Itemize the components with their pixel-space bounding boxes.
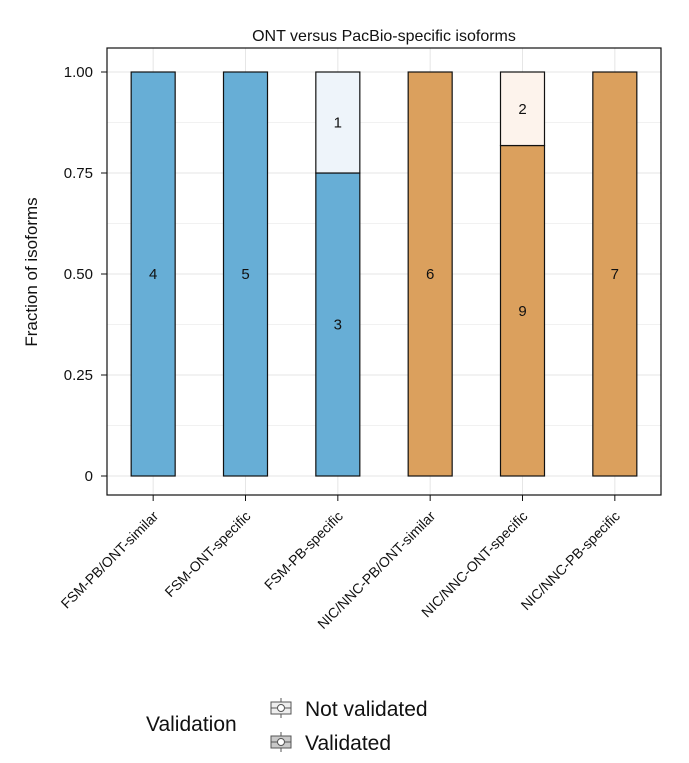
x-tick-label: NIC/NNC-ONT-specific (418, 508, 531, 621)
legend-label: Not validated (305, 698, 428, 721)
x-tick-label: FSM-PB-specific (261, 508, 346, 593)
data-label-validated: 3 (334, 317, 342, 334)
data-label-not-validated: 1 (334, 115, 342, 132)
data-label-validated: 6 (426, 266, 434, 283)
x-tick-label: NIC/NNC-PB-specific (518, 508, 623, 613)
data-label-validated: 5 (241, 266, 249, 283)
x-axis: FSM-PB/ONT-similar FSM-ONT-specific FSM-PB… (58, 495, 623, 632)
chart-title: ONT versus PacBio-specific isoforms (252, 28, 516, 45)
legend-label: Validated (305, 732, 391, 755)
bar-validated (592, 71, 638, 477)
data-label-validated: 7 (611, 266, 619, 283)
legend-point (277, 738, 285, 746)
legend: Validation Not validated Validated (146, 698, 428, 755)
y-axis: 0 0.25 0.50 0.75 1.00 (64, 64, 107, 485)
data-label-validated: 9 (518, 303, 526, 320)
y-tick-label: 0.50 (64, 266, 93, 283)
x-tick-label: FSM-ONT-specific (161, 508, 253, 600)
bar-validated (407, 71, 453, 477)
legend-key-not-validated (270, 698, 292, 718)
bar-validated (222, 71, 269, 477)
x-tick-label: FSM-PB/ONT-similar (58, 508, 162, 612)
y-tick-label: 0.25 (64, 367, 93, 384)
y-axis-label: Fraction of isoforms (22, 197, 41, 346)
legend-point (277, 704, 285, 712)
grid-lines (107, 48, 661, 495)
bar-not-validated (499, 71, 546, 147)
bars: 4 5 1 3 6 2 9 7 (130, 71, 638, 477)
y-tick-label: 0 (85, 468, 93, 485)
bar-not-validated (315, 71, 361, 174)
legend-title: Validation (146, 713, 237, 736)
data-label-not-validated: 2 (518, 101, 526, 118)
bar-validated (315, 172, 361, 477)
plot-border (106, 47, 662, 496)
y-tick-label: 0.75 (64, 165, 93, 182)
data-label-validated: 4 (149, 266, 157, 283)
bar-validated (499, 144, 546, 477)
bar-validated (130, 71, 176, 477)
y-tick-label: 1.00 (64, 64, 93, 81)
legend-key-validated (270, 732, 292, 752)
